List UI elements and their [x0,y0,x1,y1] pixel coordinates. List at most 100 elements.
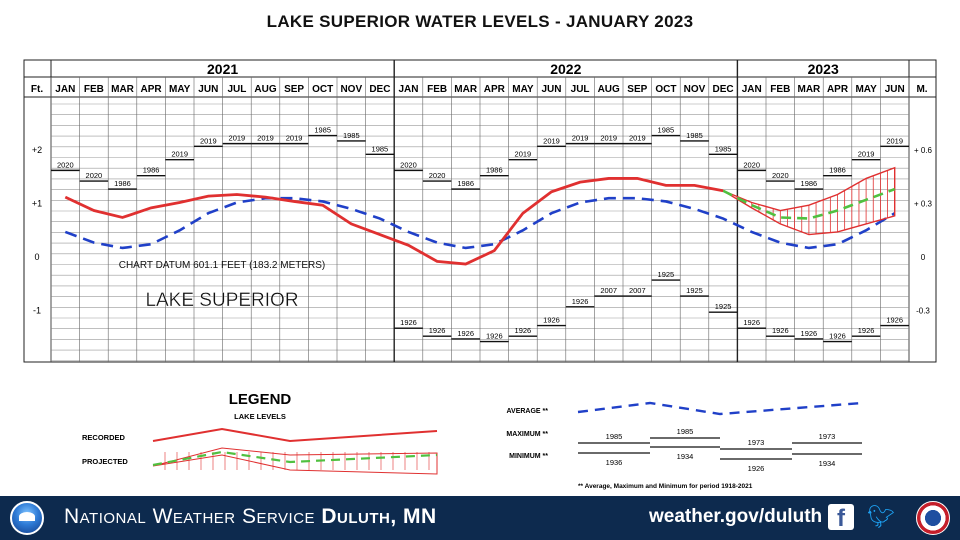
maximum-year-label: 2020 [400,160,417,169]
nws-logo-icon[interactable] [916,501,950,535]
month-label: NOV [340,84,362,95]
maximum-year-label: 1985 [372,144,389,153]
right-unit-label: M. [916,84,927,95]
maximum-year-label: 2020 [57,160,74,169]
minimum-year-label: 2007 [600,286,617,295]
month-label: JUN [885,84,905,95]
footer-org-name: National Weather Service Duluth, MN [64,505,437,529]
month-label: AUG [598,84,620,95]
maximum-year-label: 2019 [515,150,532,159]
legend-minimum-label: MINIMUM ** [509,453,548,460]
legend-recorded-line [152,427,438,443]
month-label: JAN [55,84,75,95]
legend-recorded-label: RECORDED [82,433,126,442]
month-label: MAR [798,84,822,95]
facebook-icon[interactable]: f [828,504,854,530]
twitter-icon[interactable]: 🐦︎ [867,504,895,529]
legend-min-year: 1926 [748,464,765,473]
legend-average-line [577,401,863,416]
month-label: FEB [770,84,790,95]
projected-range-band [722,166,896,236]
y-tick-right: 0 [921,253,926,262]
month-label: MAR [454,84,478,95]
minimum-year-label: 1926 [743,318,760,327]
maximum-year-label: 1985 [686,131,703,140]
legend-max-year: 1985 [606,432,623,441]
chart-datum-note: CHART DATUM 601.1 FEET (183.2 METERS) [119,260,326,271]
footer-website-link[interactable]: weather.gov/duluth [649,506,823,527]
month-label: JUN [541,84,561,95]
chart-title: LAKE SUPERIOR WATER LEVELS - JANUARY 202… [266,12,694,31]
month-label: APR [141,84,163,95]
maximum-year-label: 2020 [86,171,103,180]
legend-title: LEGEND [229,391,292,408]
month-label: FEB [84,84,104,95]
minimum-year-label: 1925 [715,302,732,311]
maximum-year-label: 1986 [829,166,846,175]
minimum-year-label: 1926 [829,332,846,341]
y-tick-left: 0 [34,252,39,262]
maximum-year-label: 1985 [715,144,732,153]
maximum-year-label: 2020 [772,171,789,180]
maximum-year-label: 2019 [171,150,188,159]
month-label: OCT [655,84,676,95]
maximum-year-label: 2020 [429,171,446,180]
legend-projected-line [152,450,438,467]
minimum-year-label: 1926 [801,329,818,338]
legend-projected-label: PROJECTED [82,457,128,466]
month-label: DEC [369,84,390,95]
maximum-year-label: 2019 [629,134,646,143]
month-label: OCT [312,84,333,95]
y-tick-left: +2 [32,145,42,155]
legend-footnote: ** Average, Maximum and Minimum for peri… [578,483,753,490]
minimum-year-label: 1926 [886,316,903,325]
month-label: MAR [111,84,135,95]
month-label: JUL [571,84,590,95]
maximum-year-label: 1986 [143,166,160,175]
month-label: APR [827,84,849,95]
lake-name-label: LAKE SUPERIOR [145,290,298,311]
month-label: NOV [684,84,706,95]
maximum-year-label: 2019 [229,134,246,143]
noaa-logo-icon[interactable] [10,501,44,535]
legend-subtitle: LAKE LEVELS [234,412,286,421]
minimum-year-label: 1926 [429,326,446,335]
minimum-year-label: 1925 [658,270,675,279]
month-label: JAN [398,84,418,95]
month-label: JUN [198,84,218,95]
maximum-year-label: 1985 [314,126,331,135]
year-label: 2022 [550,61,581,77]
year-label: 2021 [207,61,238,77]
maximum-year-label: 1986 [114,179,131,188]
maximum-year-label: 2019 [200,136,217,145]
y-tick-left: +1 [32,199,42,209]
legend-maximum-label: MAXIMUM ** [506,431,548,438]
legend-max-year: 1973 [819,432,836,441]
month-label: FEB [427,84,447,95]
maximum-year-label: 2019 [858,150,875,159]
maximum-year-label: 1986 [801,179,818,188]
month-label: DEC [713,84,734,95]
month-label: SEP [284,84,304,95]
projected-series-line [722,187,896,220]
maximum-year-label: 2019 [886,136,903,145]
month-label: JAN [742,84,762,95]
legend-average-label: AVERAGE ** [507,408,549,415]
year-label: 2023 [808,61,839,77]
y-tick-right: + 0.3 [914,200,933,209]
maximum-year-label: 2020 [743,160,760,169]
y-tick-right: + 0.6 [914,146,933,155]
legend-min-year: 1934 [819,459,836,468]
month-label: SEP [627,84,647,95]
maximum-year-label: 1985 [343,131,360,140]
minimum-year-label: 2007 [629,286,646,295]
maximum-year-label: 1986 [486,166,503,175]
legend-max-year: 1985 [677,427,694,436]
maximum-year-label: 2019 [600,134,617,143]
water-level-chart: 2021 2022 2023 JAN FEB MAR APR MAY JUN JUL AUG SEP O… [23,59,937,490]
left-unit-label: Ft. [31,84,43,95]
legend-min-year: 1934 [677,452,694,461]
y-tick-right: -0.3 [916,307,930,316]
maximum-year-label: 2019 [572,134,589,143]
month-label: APR [484,84,506,95]
